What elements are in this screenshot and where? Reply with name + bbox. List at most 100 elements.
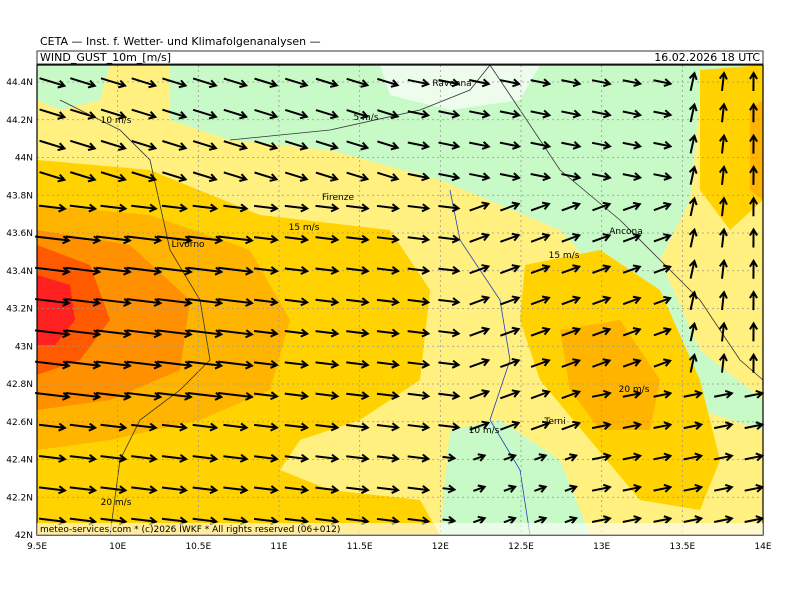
x-axis-label: 10E: [109, 542, 126, 552]
wind-arrow: [157, 329, 193, 339]
wind-arrow: [438, 78, 461, 88]
wind-arrow: [591, 421, 612, 430]
wind-arrow: [376, 453, 400, 463]
x-axis-label: 9.5E: [27, 542, 47, 552]
wind-arrow: [218, 360, 254, 370]
wind-arrow: [499, 172, 521, 182]
wind-arrow: [218, 235, 254, 245]
wind-arrow: [713, 421, 734, 430]
wind-arrow: [438, 297, 461, 307]
x-axis-label: 12.5E: [508, 542, 534, 552]
footer-band: [37, 523, 763, 535]
wind-arrow: [442, 515, 457, 525]
wind-arrow: [653, 389, 673, 399]
wind-arrow: [315, 266, 340, 275]
wind-arrow: [469, 172, 491, 182]
wind-arrow: [126, 235, 163, 245]
wind-arrow: [65, 329, 102, 339]
wind-arrow: [38, 422, 67, 432]
wind-arrow: [126, 391, 163, 401]
wind-arrow: [438, 359, 461, 369]
wind-arrow: [192, 485, 219, 495]
wind-arrow: [561, 326, 582, 337]
wind-arrow: [346, 203, 370, 213]
wind-arrow: [438, 234, 461, 244]
wind-arrow: [218, 266, 254, 276]
wind-arrow: [407, 297, 431, 307]
wind-arrow: [39, 108, 67, 120]
wind-arrow: [500, 232, 521, 243]
wind-arrow: [253, 453, 279, 463]
y-axis-label: 42.4N: [6, 456, 33, 466]
wind-arrow: [284, 453, 310, 463]
wind-arrow: [253, 485, 279, 495]
wind-arrow: [35, 360, 71, 370]
wind-arrow: [131, 171, 158, 183]
city-label: Ravenna: [432, 79, 471, 89]
wind-arrow: [744, 515, 765, 524]
header-box: [36, 50, 764, 65]
wind-arrow: [407, 328, 431, 338]
wind-arrow: [284, 77, 309, 88]
wind-arrow: [223, 453, 249, 463]
wind-arrow: [407, 109, 431, 119]
wind-arrow: [253, 266, 279, 275]
wind-arrow: [100, 485, 128, 495]
wind-arrow: [284, 171, 309, 182]
wind-arrow: [503, 453, 517, 462]
wind-arrow: [96, 329, 132, 339]
wind-arrow: [35, 329, 71, 339]
wind-arrow: [622, 452, 643, 462]
wind-arrow: [346, 297, 370, 307]
wind-arrow: [223, 108, 249, 120]
wind-arrow: [377, 171, 400, 182]
wind-arrow: [561, 78, 582, 88]
wind-arrow: [157, 235, 193, 245]
wind-arrow: [346, 109, 370, 120]
wind-arrow: [561, 232, 582, 243]
wind-arrow: [564, 453, 578, 462]
wind-arrow: [592, 358, 612, 368]
wind-arrow: [284, 203, 310, 213]
wind-arrow: [100, 77, 127, 89]
wind-arrow: [346, 453, 370, 463]
wind-arrow: [377, 140, 400, 151]
wind-arrow: [530, 141, 552, 150]
wind-arrow: [561, 264, 582, 274]
wind-arrow: [530, 358, 551, 368]
wind-arrow: [315, 328, 340, 338]
wind-arrow: [718, 165, 728, 185]
wind-arrow: [500, 326, 521, 337]
wind-arrow: [683, 389, 704, 399]
wind-arrow: [438, 391, 461, 400]
wind-arrow: [591, 78, 612, 88]
wind-arrow: [407, 203, 431, 213]
wind-arrow: [438, 172, 461, 182]
wind-arrow: [187, 391, 224, 401]
wind-arrow: [500, 420, 521, 431]
city-label: Ancona: [609, 227, 643, 237]
wind-arrow: [530, 172, 552, 182]
wind-arrow: [35, 298, 71, 307]
wind-arrow: [407, 453, 431, 463]
wind-arrow: [161, 422, 188, 432]
wind-arrow: [530, 326, 551, 337]
wind-arrow: [688, 290, 698, 311]
wind-arrow: [653, 78, 673, 88]
wind-arrow: [223, 485, 249, 495]
wind-arrow: [162, 77, 188, 89]
wind-arrow: [530, 295, 551, 306]
wind-arrow: [407, 359, 431, 369]
wind-arrow: [284, 485, 310, 495]
wind-arrow: [688, 321, 698, 342]
wind-arrow: [749, 102, 758, 123]
wind-arrow: [284, 422, 310, 432]
wind-arrow: [223, 171, 249, 183]
wind-arrow: [407, 78, 431, 88]
wind-arrow: [591, 172, 612, 181]
wind-arrow: [157, 360, 193, 370]
wind-arrow: [96, 391, 132, 401]
wind-arrow: [253, 297, 279, 307]
wind-arrow: [749, 352, 758, 373]
wind-arrow: [315, 485, 340, 494]
